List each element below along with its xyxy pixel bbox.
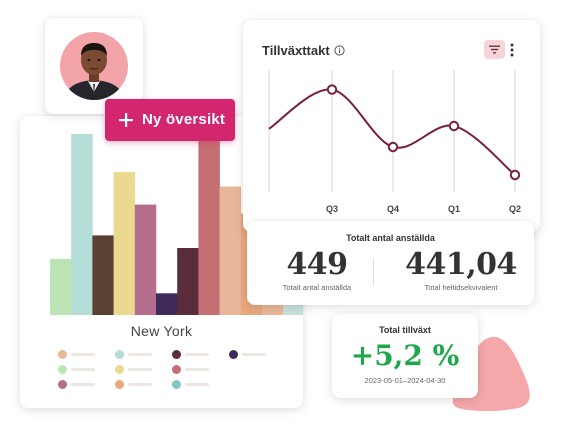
legend-label-placeholder — [185, 383, 209, 386]
legend-item[interactable] — [229, 350, 273, 360]
filter-button[interactable] — [484, 40, 505, 59]
legend-swatch — [172, 350, 181, 359]
legend-label-placeholder — [128, 353, 152, 356]
legend-swatch — [172, 365, 181, 374]
x-tick-label: Q3 — [325, 204, 338, 214]
total-employees-value: 449 — [286, 247, 348, 282]
bar-6[interactable] — [156, 293, 178, 315]
new-overview-button[interactable]: Ny översikt — [105, 99, 235, 141]
legend-swatch — [172, 380, 181, 389]
line-point[interactable] — [387, 141, 399, 153]
legend-item[interactable] — [115, 365, 159, 375]
avatar-card — [45, 18, 143, 114]
legend-item[interactable] — [115, 350, 159, 360]
growth-value: +5,2 % — [350, 339, 460, 372]
line-chart — [268, 70, 521, 192]
legend-swatch — [58, 350, 67, 359]
legend-swatch — [115, 380, 124, 389]
fte-label: Total heltidsekvivalent — [424, 283, 498, 292]
legend-label-placeholder — [128, 383, 152, 386]
bar-2[interactable] — [71, 134, 93, 315]
legend-swatch — [115, 350, 124, 359]
legend-swatch — [115, 365, 124, 374]
line-series — [268, 88, 516, 176]
bar-7[interactable] — [177, 248, 199, 315]
legend-label-placeholder — [185, 368, 209, 371]
employees-divider — [373, 259, 374, 285]
x-tick-label: Q1 — [447, 204, 460, 214]
legend-label-placeholder — [185, 353, 209, 356]
plus-icon — [119, 113, 133, 127]
legend-swatch — [58, 365, 67, 374]
person-avatar-icon — [64, 43, 124, 100]
total-employees-label: Totalt antal anställda — [282, 283, 352, 292]
legend-item[interactable] — [58, 365, 102, 375]
legend-label-placeholder — [71, 368, 95, 371]
legend-item[interactable] — [172, 380, 216, 390]
legend-item[interactable] — [172, 350, 216, 360]
line-point[interactable] — [509, 169, 521, 181]
growth-rate-card: Tillväxttakt Q3 Q4 Q1 Q2 — [243, 20, 540, 232]
more-vert-icon[interactable] — [508, 42, 516, 58]
legend-swatch — [58, 380, 67, 389]
x-tick-label: Q2 — [508, 204, 521, 214]
new-overview-label: Ny översikt — [142, 111, 226, 128]
employees-title: Totalt antal anställda — [346, 233, 435, 243]
x-tick-label: Q4 — [386, 204, 399, 214]
bar-1[interactable] — [50, 258, 72, 315]
legend-label-placeholder — [71, 383, 95, 386]
growth-title: Total tillväxt — [379, 325, 431, 335]
bar-3[interactable] — [92, 235, 114, 315]
legend-label-placeholder — [242, 353, 266, 356]
line-point[interactable] — [326, 84, 338, 95]
fte-block: 441,04 Total heltidsekvivalent — [395, 247, 527, 292]
legend-label-placeholder — [71, 353, 95, 356]
avatar[interactable] — [60, 32, 128, 100]
bar-5[interactable] — [134, 204, 157, 315]
growth-date-range: 2023-05-01–2024-04-30 — [364, 376, 446, 385]
total-employees-block: 449 Totalt antal anställda — [258, 247, 376, 292]
bar-chart-city-label: New York — [130, 323, 193, 339]
total-employees-card: Totalt antal anställda 449 Totalt antal … — [247, 221, 534, 305]
legend-label-placeholder — [128, 368, 152, 371]
bar-8[interactable] — [198, 134, 220, 315]
legend-item[interactable] — [58, 380, 102, 390]
legend-item[interactable] — [58, 350, 102, 360]
fte-value: 441,04 — [405, 247, 517, 282]
bar-4[interactable] — [113, 172, 136, 315]
legend-item[interactable] — [115, 380, 159, 390]
legend-item[interactable] — [172, 365, 216, 375]
info-icon[interactable] — [334, 45, 345, 56]
line-point[interactable] — [448, 120, 460, 132]
line-chart-title: Tillväxttakt — [262, 43, 330, 58]
legend-swatch — [229, 350, 238, 359]
total-growth-card: Total tillväxt +5,2 % 2023-05-01–2024-04… — [332, 314, 478, 398]
bar-9[interactable] — [219, 186, 242, 316]
filter-icon — [489, 45, 500, 54]
